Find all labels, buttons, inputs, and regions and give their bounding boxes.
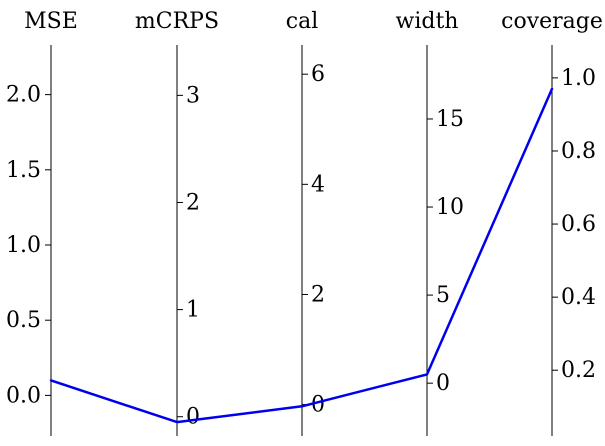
tick-label-mse: 1.5 xyxy=(6,158,41,183)
tick-label-cal: 0 xyxy=(311,393,325,418)
series-line-0 xyxy=(49,87,554,424)
tick-label-cal: 2 xyxy=(311,282,325,307)
tick-label-mcrps: 2 xyxy=(186,190,200,215)
series-group xyxy=(49,87,554,424)
axis-title-coverage: coverage xyxy=(501,9,603,34)
axis-title-width: width xyxy=(396,9,459,34)
axis-title-cal: cal xyxy=(286,9,318,34)
axes-group: MSE 0.0 0.5 1.0 1.5 2.0 mCRPS 0 1 2 3 cal 0 2 4 6 width 0… xyxy=(6,9,603,436)
tick-label-width: 15 xyxy=(436,107,464,132)
tick-label-mcrps: 3 xyxy=(186,83,200,108)
tick-label-coverage: 0.4 xyxy=(561,285,596,310)
tick-label-mse: 1.0 xyxy=(6,233,41,258)
tick-label-mse: 0.5 xyxy=(6,308,41,333)
axis-coverage: coverage 0.2 0.4 0.6 0.8 1.0 xyxy=(501,9,603,436)
tick-label-coverage: 1.0 xyxy=(561,66,596,91)
tick-label-mse: 2.0 xyxy=(6,83,41,108)
axis-title-mse: MSE xyxy=(24,9,78,34)
axis-mse: MSE 0.0 0.5 1.0 1.5 2.0 xyxy=(6,9,78,436)
tick-label-width: 5 xyxy=(436,283,450,308)
tick-label-coverage: 0.8 xyxy=(561,139,596,164)
tick-label-coverage: 0.6 xyxy=(561,212,596,237)
tick-label-width: 10 xyxy=(436,195,464,220)
tick-label-cal: 6 xyxy=(311,62,325,87)
axis-width: width 0 5 10 15 xyxy=(396,9,464,436)
tick-label-coverage: 0.2 xyxy=(561,358,596,383)
axis-title-mcrps: mCRPS xyxy=(135,9,219,34)
tick-label-width: 0 xyxy=(436,371,450,396)
tick-label-mse: 0.0 xyxy=(6,383,41,408)
tick-label-mcrps: 0 xyxy=(186,405,200,430)
axis-mcrps: mCRPS 0 1 2 3 xyxy=(135,9,219,436)
tick-label-cal: 4 xyxy=(311,172,325,197)
tick-label-mcrps: 1 xyxy=(186,298,200,323)
axis-cal: cal 0 2 4 6 xyxy=(286,9,325,436)
